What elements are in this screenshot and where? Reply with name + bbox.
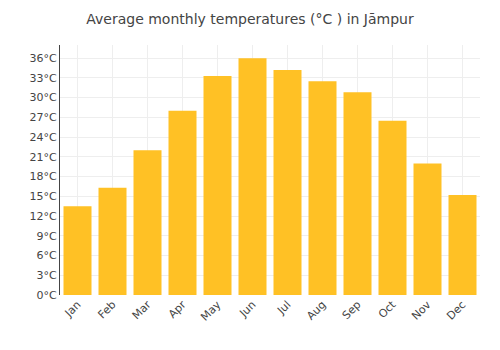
svg-text:Mar: Mar: [130, 298, 154, 322]
svg-text:6°C: 6°C: [37, 249, 57, 262]
svg-text:0°C: 0°C: [37, 289, 57, 302]
svg-text:Jul: Jul: [274, 298, 293, 317]
svg-text:24°C: 24°C: [30, 131, 57, 144]
svg-text:Jan: Jan: [62, 298, 84, 320]
svg-text:9°C: 9°C: [37, 230, 57, 243]
svg-text:Feb: Feb: [96, 298, 119, 321]
svg-text:27°C: 27°C: [30, 111, 57, 124]
svg-text:Sep: Sep: [340, 298, 364, 322]
svg-text:Nov: Nov: [409, 298, 434, 323]
svg-text:Jun: Jun: [236, 298, 258, 320]
svg-text:3°C: 3°C: [37, 269, 57, 282]
svg-text:33°C: 33°C: [30, 72, 57, 85]
svg-text:Oct: Oct: [376, 298, 399, 321]
svg-text:18°C: 18°C: [30, 170, 57, 183]
svg-text:30°C: 30°C: [30, 91, 57, 104]
svg-text:Average monthly temperatures (: Average monthly temperatures (°C ) in Jā…: [86, 11, 414, 27]
svg-text:12°C: 12°C: [30, 210, 57, 223]
svg-text:Apr: Apr: [166, 298, 189, 321]
svg-text:15°C: 15°C: [30, 190, 57, 203]
svg-text:Aug: Aug: [304, 298, 328, 322]
svg-text:May: May: [198, 298, 224, 324]
svg-text:Dec: Dec: [444, 298, 468, 322]
svg-text:36°C: 36°C: [30, 52, 57, 65]
svg-text:21°C: 21°C: [30, 151, 57, 164]
